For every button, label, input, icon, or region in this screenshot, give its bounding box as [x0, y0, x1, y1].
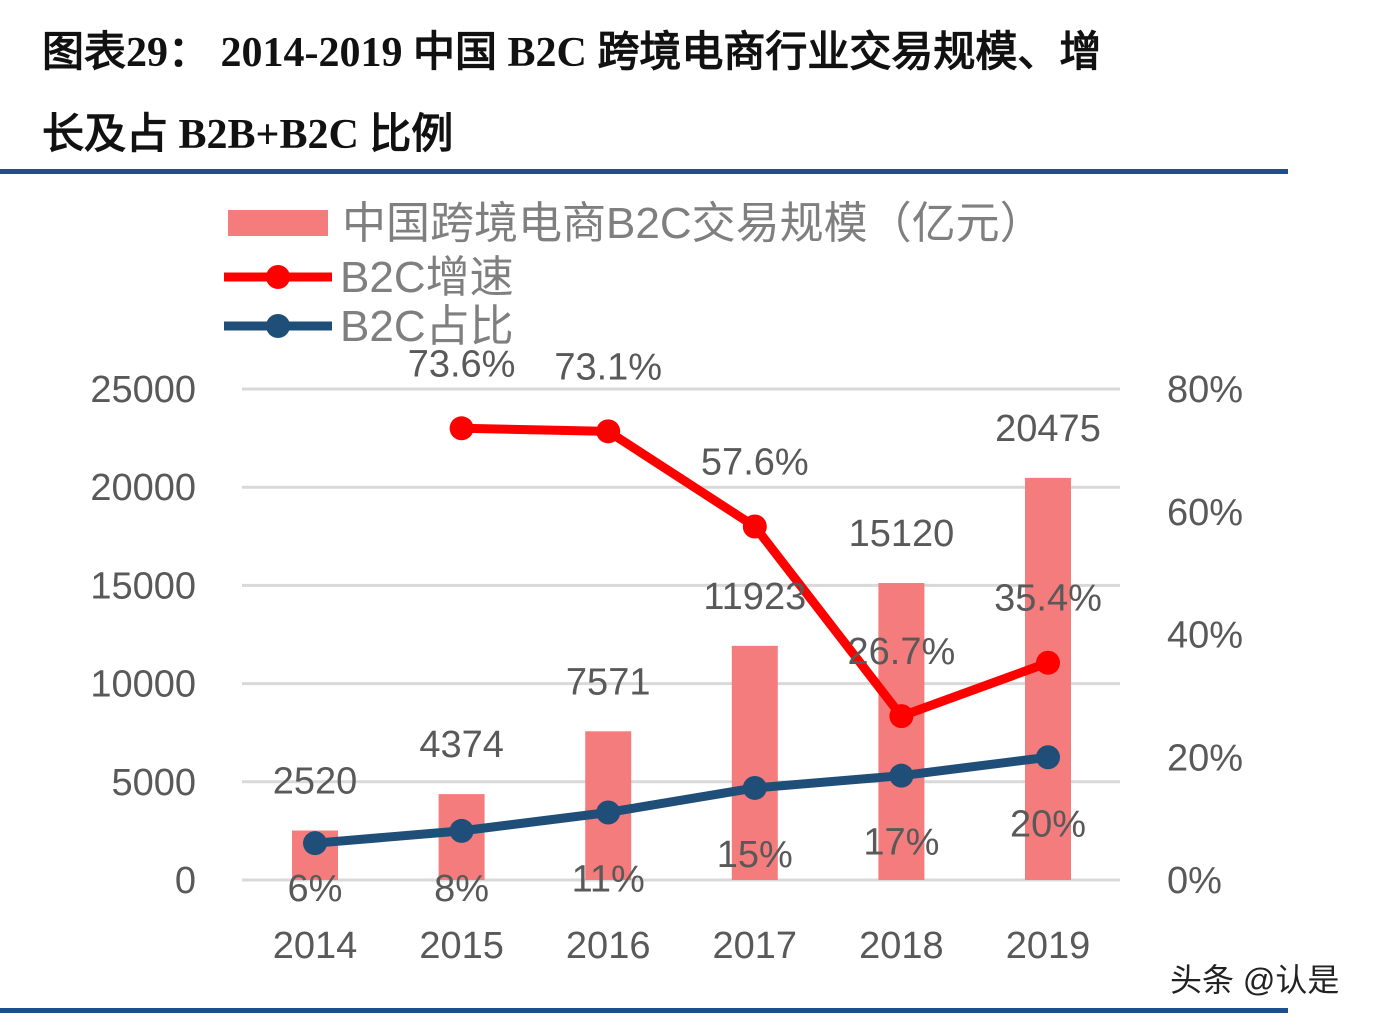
growth-value-label: 73.1% [554, 346, 662, 388]
legend-label: B2C占比 [340, 302, 514, 351]
bar-value-label: 7571 [566, 661, 651, 703]
growth-point [742, 514, 767, 539]
share-point [889, 763, 914, 788]
x-tick-label: 2019 [1006, 925, 1091, 967]
growth-value-label: 35.4% [994, 578, 1102, 620]
bar-value-label: 4374 [419, 724, 504, 766]
share-value-label: 17% [863, 822, 939, 864]
growth-point [596, 419, 621, 444]
top-divider [0, 169, 1288, 174]
x-tick-label: 2014 [273, 925, 358, 967]
left-tick-label: 20000 [90, 467, 196, 509]
share-line [314, 752, 1049, 848]
x-tick-label: 2016 [566, 925, 651, 967]
bar-value-label: 2520 [273, 761, 358, 803]
bar [731, 645, 778, 880]
right-tick-label: 80% [1167, 369, 1243, 411]
growth-value-label: 73.6% [408, 343, 516, 385]
watermark: 头条 @认是 [1170, 962, 1340, 998]
legend-label: B2C增速 [340, 253, 514, 302]
right-tick-label: 20% [1167, 737, 1243, 779]
x-tick-label: 2015 [419, 925, 504, 967]
bar [1025, 477, 1071, 880]
share-value-label: 6% [288, 868, 343, 910]
right-tick-label: 60% [1167, 492, 1243, 534]
left-tick-label: 15000 [90, 565, 196, 607]
share-value-label: 11% [572, 858, 645, 900]
left-tick-label: 25000 [90, 369, 196, 411]
share-point [1036, 745, 1060, 770]
chart-title-line2: 长及占 B2B+B2C 比例 [42, 112, 454, 158]
share-value-label: 20% [1010, 803, 1086, 845]
left-tick-label: 5000 [111, 762, 196, 804]
chart-title-line1: 图表29： 2014-2019 中国 B2C 跨境电商行业交易规模、增 [42, 30, 1102, 76]
bar [878, 583, 925, 880]
x-tick-label: 2018 [859, 925, 944, 967]
right-tick-label: 40% [1167, 615, 1243, 657]
growth-point [1036, 650, 1060, 675]
right-tick-label: 0% [1167, 860, 1222, 902]
share-point [742, 775, 767, 800]
legend-swatch-marker [266, 265, 290, 289]
bar-value-label: 15120 [849, 513, 955, 555]
growth-point [889, 704, 914, 729]
share-value-label: 8% [434, 868, 489, 910]
left-tick-label: 0 [175, 860, 196, 902]
share-value-label: 15% [717, 834, 793, 876]
legend-label: 中国跨境电商B2C交易规模（亿元） [342, 199, 1044, 248]
x-tick-label: 2017 [713, 925, 798, 967]
legend-swatch-marker [266, 314, 290, 338]
growth-value-label: 26.7% [848, 631, 956, 673]
growth-value-label: 57.6% [701, 441, 809, 483]
legend-swatch-bar [228, 210, 328, 236]
bar-value-label: 11923 [703, 576, 806, 618]
bar-value-label: 20475 [995, 408, 1101, 450]
left-tick-label: 10000 [90, 664, 196, 706]
share-point [303, 831, 327, 856]
share-point [596, 800, 621, 825]
share-point [449, 818, 474, 843]
growth-point [449, 416, 474, 441]
bottom-divider [0, 1008, 1288, 1013]
